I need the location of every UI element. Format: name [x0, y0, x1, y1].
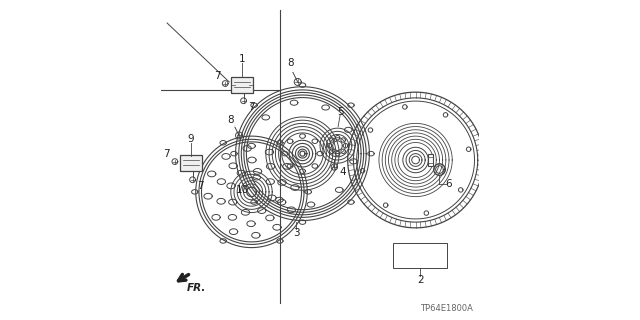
Text: 7: 7	[164, 148, 170, 159]
Text: 5: 5	[337, 107, 344, 116]
Text: 1: 1	[239, 54, 245, 64]
Text: 10: 10	[236, 185, 248, 195]
FancyBboxPatch shape	[231, 77, 253, 93]
Text: TP64E1800A: TP64E1800A	[420, 304, 473, 313]
Text: 4: 4	[339, 167, 346, 177]
Bar	[394, 243, 447, 268]
Text: 9: 9	[188, 134, 195, 144]
Text: 7: 7	[248, 102, 255, 112]
Text: 8: 8	[227, 115, 234, 125]
Text: 2: 2	[417, 276, 424, 285]
Text: 6: 6	[445, 179, 452, 189]
Text: 7: 7	[214, 71, 221, 81]
Bar	[428, 154, 433, 166]
Text: 3: 3	[292, 228, 300, 238]
Text: FR.: FR.	[187, 283, 206, 293]
Text: 7: 7	[197, 181, 204, 191]
Text: 8: 8	[287, 59, 294, 68]
FancyBboxPatch shape	[180, 155, 202, 172]
